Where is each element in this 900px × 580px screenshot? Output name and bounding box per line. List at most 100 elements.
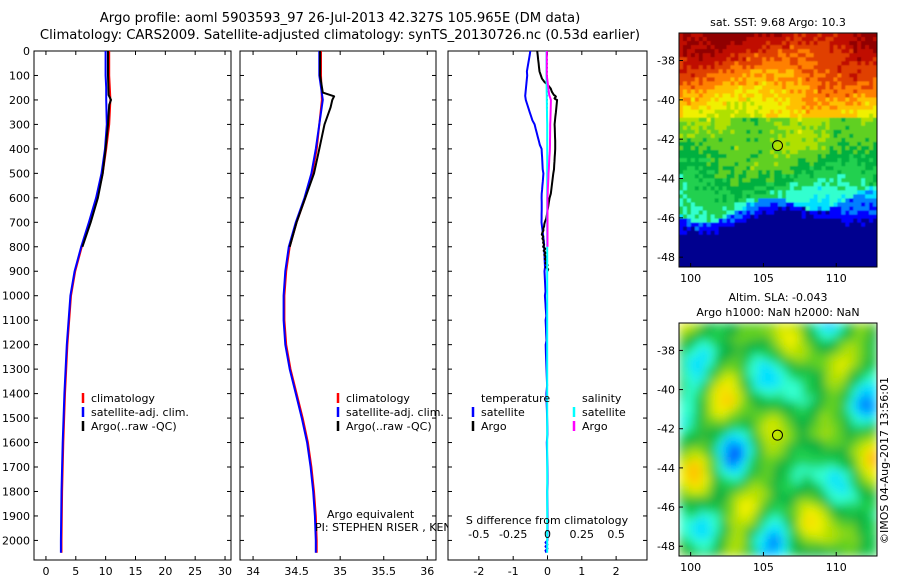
heatmap-cell bbox=[792, 499, 799, 505]
heatmap-cell bbox=[679, 218, 684, 224]
heatmap-cell bbox=[847, 474, 853, 479]
heatmap-cell bbox=[682, 105, 688, 111]
heatmap-cell bbox=[768, 452, 774, 458]
heatmap-cell bbox=[718, 53, 724, 58]
heatmap-cell bbox=[742, 65, 747, 70]
heatmap-cell bbox=[837, 222, 842, 228]
heatmap-cell bbox=[738, 370, 744, 376]
heatmap-cell bbox=[853, 33, 858, 38]
heatmap-cell bbox=[865, 129, 870, 135]
heatmap-cell bbox=[861, 226, 866, 232]
heatmap-cell bbox=[829, 194, 835, 200]
y-tick-label: 1700 bbox=[2, 461, 30, 474]
heatmap-cell bbox=[865, 117, 870, 123]
heatmap-cell bbox=[857, 495, 863, 501]
heatmap-cell bbox=[733, 422, 739, 428]
heatmap-cell bbox=[686, 150, 692, 155]
heatmap-cell bbox=[813, 97, 819, 103]
heatmap-cell bbox=[865, 57, 870, 62]
heatmap-cell bbox=[797, 478, 804, 484]
heatmap-cell bbox=[862, 370, 868, 376]
heatmap-cell bbox=[842, 452, 848, 458]
heatmap-cell bbox=[766, 93, 771, 99]
heatmap-cell bbox=[686, 117, 692, 123]
heatmap-cell bbox=[758, 109, 763, 115]
heatmap-cell bbox=[746, 186, 751, 191]
sla-map-title-line-1: Altim. SLA: -0.043 bbox=[728, 291, 828, 304]
heatmap-cell bbox=[748, 370, 754, 376]
heatmap-cell bbox=[726, 53, 732, 58]
heatmap-cell bbox=[832, 383, 838, 389]
heatmap-cell bbox=[857, 344, 863, 350]
heatmap-cell bbox=[873, 158, 877, 163]
heatmap-cell bbox=[849, 242, 854, 248]
heatmap-cell bbox=[710, 97, 716, 103]
heatmap-cell bbox=[845, 262, 850, 267]
heatmap-cell bbox=[805, 65, 811, 70]
heatmap-cell bbox=[802, 383, 809, 389]
x-tick-label: 1 bbox=[578, 565, 585, 578]
heatmap-cell bbox=[805, 93, 811, 99]
heatmap-cell bbox=[865, 186, 870, 191]
heatmap-cell bbox=[679, 158, 684, 163]
heatmap-cell bbox=[733, 482, 739, 488]
heatmap-cell bbox=[825, 198, 831, 204]
heatmap-cell bbox=[847, 366, 853, 372]
heatmap-cell bbox=[821, 77, 827, 83]
heatmap-cell bbox=[792, 426, 799, 432]
heatmap-cell bbox=[787, 456, 794, 462]
heatmap-cell bbox=[845, 121, 850, 127]
heatmap-cell bbox=[679, 404, 685, 410]
heatmap-cell bbox=[682, 162, 688, 167]
heatmap-cell bbox=[746, 37, 751, 42]
heatmap-cell bbox=[748, 353, 754, 359]
heatmap-cell bbox=[702, 93, 708, 99]
heatmap-cell bbox=[801, 37, 807, 42]
heatmap-cell bbox=[867, 430, 873, 436]
heatmap-cell bbox=[857, 162, 862, 167]
heatmap-cell bbox=[690, 154, 696, 159]
heatmap-cell bbox=[861, 93, 866, 99]
heatmap-cell bbox=[698, 461, 705, 466]
heatmap-cell bbox=[758, 499, 764, 505]
heatmap-cell bbox=[754, 121, 759, 127]
heatmap-cell bbox=[682, 133, 688, 139]
heatmap-cell bbox=[813, 109, 819, 115]
heatmap-cell bbox=[722, 150, 728, 155]
heatmap-cell bbox=[722, 93, 728, 99]
heatmap-cell bbox=[852, 327, 858, 333]
heatmap-cell bbox=[693, 517, 700, 523]
heatmap-cell bbox=[710, 210, 716, 216]
heatmap-cell bbox=[841, 178, 846, 183]
heatmap-cell bbox=[842, 361, 848, 367]
heatmap-cell bbox=[698, 456, 705, 462]
heatmap-cell bbox=[766, 166, 771, 171]
heatmap-cell bbox=[841, 230, 846, 236]
heatmap-cell bbox=[778, 448, 784, 454]
heatmap-cell bbox=[770, 97, 775, 103]
heatmap-cell bbox=[837, 109, 842, 115]
heatmap-cell bbox=[686, 206, 692, 212]
heatmap-cell bbox=[679, 89, 684, 95]
heatmap-cell bbox=[742, 186, 747, 191]
heatmap-cell bbox=[849, 246, 854, 252]
heatmap-cell bbox=[693, 512, 700, 518]
heatmap-cell bbox=[847, 469, 853, 475]
heatmap-cell bbox=[742, 125, 747, 131]
heatmap-cell bbox=[802, 461, 809, 466]
heatmap-cell bbox=[853, 234, 858, 240]
heatmap-cell bbox=[842, 439, 848, 445]
heatmap-cell bbox=[762, 89, 767, 95]
heatmap-cell bbox=[748, 400, 754, 406]
heatmap-cell bbox=[833, 158, 838, 163]
heatmap-cell bbox=[869, 258, 874, 264]
heatmap-cell bbox=[706, 210, 712, 216]
heatmap-cell bbox=[837, 439, 843, 445]
heatmap-cell bbox=[774, 73, 779, 78]
heatmap-cell bbox=[713, 504, 720, 510]
heatmap-cell bbox=[812, 482, 819, 488]
heatmap-cell bbox=[781, 97, 787, 103]
heatmap-cell bbox=[821, 41, 827, 46]
heatmap-cell bbox=[857, 178, 862, 183]
heatmap-cell bbox=[837, 113, 842, 119]
